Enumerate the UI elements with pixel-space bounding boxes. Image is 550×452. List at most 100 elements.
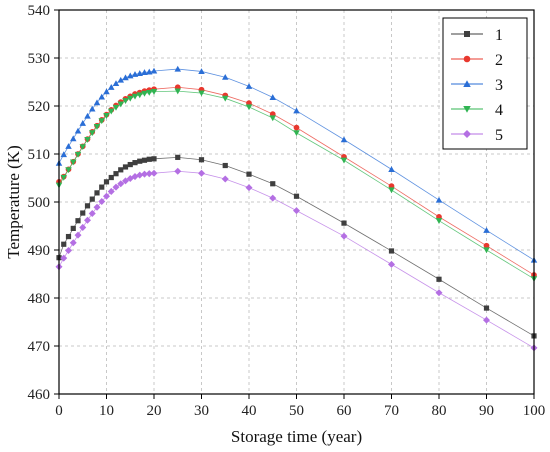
data-point — [74, 231, 82, 239]
data-point — [113, 171, 119, 177]
data-point — [83, 216, 92, 224]
data-point — [108, 174, 114, 181]
data-point — [141, 90, 148, 97]
data-point — [435, 196, 443, 203]
data-point — [174, 65, 181, 72]
data-point — [197, 169, 206, 177]
data-point — [141, 157, 148, 163]
legend-entry: 5 — [451, 127, 503, 144]
legend-label: 3 — [495, 77, 503, 94]
data-point — [145, 170, 153, 178]
data-point — [222, 162, 228, 169]
data-point — [112, 183, 120, 191]
data-point — [146, 89, 153, 96]
legend-entry: 2 — [451, 52, 503, 69]
data-point — [174, 167, 182, 175]
data-point — [388, 166, 395, 172]
data-point — [60, 151, 67, 158]
data-point — [79, 144, 86, 151]
data-point — [88, 210, 96, 218]
legend-marker — [464, 31, 470, 37]
data-point — [483, 305, 490, 311]
axes: 0 10 20 30 40 50 60 70 80 90 100 460 470 480 490 500 510… — [28, 3, 546, 419]
data-point — [79, 223, 87, 231]
data-point — [117, 76, 124, 83]
data-point — [122, 164, 129, 170]
data-point — [131, 71, 139, 77]
data-point — [136, 171, 144, 179]
data-point — [198, 157, 205, 163]
data-point — [70, 159, 77, 166]
data-point — [89, 130, 96, 137]
data-point — [79, 120, 86, 126]
series-5 — [55, 167, 538, 352]
data-point — [340, 136, 348, 143]
data-point — [65, 167, 72, 174]
data-point — [69, 239, 77, 247]
data-point — [60, 174, 67, 181]
data-point — [93, 203, 101, 211]
data-point — [150, 67, 158, 74]
x-tick-label: 20 — [147, 403, 162, 419]
data-point — [293, 107, 300, 114]
grid-lines — [59, 10, 534, 394]
y-tick-label: 470 — [28, 339, 51, 355]
data-point — [89, 196, 95, 202]
data-point — [74, 127, 82, 134]
data-point — [198, 90, 205, 97]
x-tick-label: 10 — [99, 403, 114, 419]
x-tick-label: 70 — [384, 403, 399, 419]
data-point — [132, 160, 138, 166]
data-point — [270, 181, 276, 187]
data-point — [151, 156, 157, 162]
data-point — [245, 184, 253, 192]
data-point — [108, 84, 115, 90]
x-tick-label: 80 — [432, 403, 447, 419]
legend-box — [442, 17, 528, 150]
y-tick-label: 500 — [28, 195, 51, 211]
data-point — [269, 194, 277, 202]
data-point — [146, 156, 152, 162]
data-point — [174, 88, 181, 95]
y-tick-label: 480 — [28, 291, 51, 307]
data-point — [245, 83, 253, 89]
data-point — [293, 124, 300, 131]
data-point — [108, 108, 115, 115]
data-point — [136, 70, 143, 76]
legend-entry: 1 — [451, 27, 503, 44]
data-point — [112, 80, 120, 87]
data-point — [140, 170, 149, 178]
data-point — [483, 242, 490, 249]
y-tick-label: 520 — [28, 99, 51, 115]
data-point — [269, 94, 276, 100]
data-point — [127, 161, 133, 168]
data-point — [388, 187, 395, 194]
data-point — [93, 124, 101, 130]
legend-label: 1 — [495, 27, 503, 44]
data-point — [70, 135, 77, 142]
data-point — [221, 175, 229, 183]
data-point — [84, 203, 91, 209]
data-point — [436, 276, 442, 282]
y-tick-label: 530 — [28, 51, 51, 67]
data-point — [245, 104, 253, 111]
series-3 — [55, 65, 538, 263]
data-point — [122, 98, 129, 104]
data-point — [127, 95, 134, 102]
x-tick-label: 40 — [242, 403, 257, 419]
legend-marker — [463, 80, 471, 87]
data-point — [131, 93, 139, 100]
data-point — [102, 192, 111, 200]
series-4 — [55, 88, 538, 283]
data-point — [103, 88, 110, 95]
data-point — [98, 93, 105, 100]
data-point — [74, 151, 82, 158]
data-point — [65, 233, 72, 240]
x-tick-label: 100 — [523, 403, 546, 419]
data-point — [107, 187, 115, 195]
legend-marker — [462, 129, 472, 139]
data-point — [121, 177, 130, 185]
y-tick-label: 460 — [28, 387, 51, 403]
series-layer — [55, 65, 538, 352]
